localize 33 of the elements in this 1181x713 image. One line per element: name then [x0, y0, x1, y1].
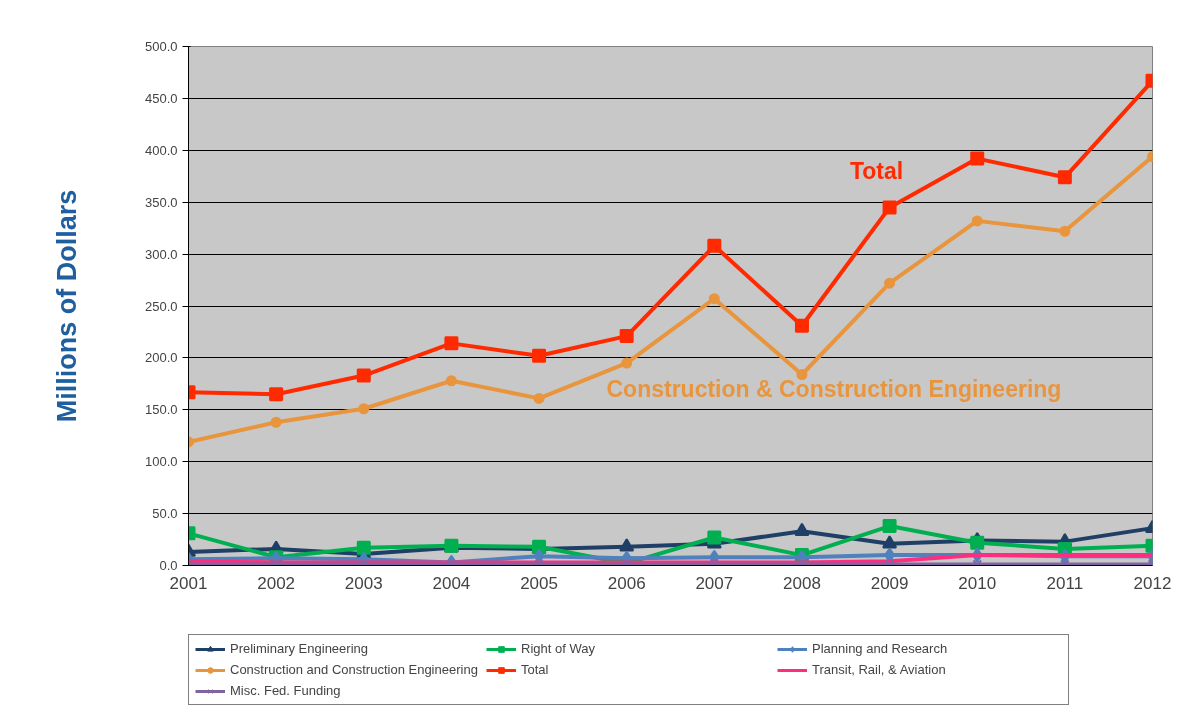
- x-tick-label: 2011: [1046, 573, 1084, 593]
- x-tick-label: 2010: [958, 573, 997, 593]
- y-tick-label: 400.0: [144, 142, 178, 158]
- x-tick-label: 2005: [520, 573, 558, 593]
- legend-label: Preliminary Engineering: [230, 641, 369, 656]
- y-tick-label: 100.0: [144, 454, 178, 470]
- y-tick-label: 0.0: [159, 558, 178, 573]
- x-tick-label: 2007: [695, 573, 734, 593]
- x-tick-label: 2004: [432, 573, 471, 593]
- y-tick-label: 150.0: [144, 402, 178, 418]
- legend-label: Misc. Fed. Funding: [230, 683, 342, 698]
- legend-label: Construction and Construction Engineering: [230, 662, 479, 677]
- y-tick-label: 350.0: [144, 194, 178, 210]
- x-tick-label: 2009: [870, 573, 909, 593]
- x-tick-label: 2003: [344, 573, 383, 593]
- y-tick-label: 50.0: [152, 506, 178, 522]
- annotation: Construction & Construction Engineering: [606, 375, 1062, 402]
- x-tick-label: 2006: [607, 573, 646, 593]
- y-tick-label: 250.0: [144, 298, 178, 314]
- y-tick-label: 450.0: [144, 90, 178, 106]
- y-tick-label: 500.0: [144, 39, 178, 54]
- y-tick-label: 300.0: [144, 246, 178, 262]
- x-tick-label: 2001: [169, 573, 208, 593]
- x-tick-label: 2008: [783, 573, 821, 593]
- legend-label: Right of Way: [521, 641, 596, 656]
- y-tick-label: 200.0: [144, 350, 178, 366]
- legend-label: Transit, Rail, & Aviation: [812, 662, 947, 677]
- x-tick-label: 2002: [257, 573, 296, 593]
- x-tick-label: 2012: [1133, 573, 1172, 593]
- legend-label: Total: [521, 662, 550, 677]
- y-axis-title: Millions of Dollars: [51, 189, 82, 423]
- annotation: Total: [849, 158, 904, 185]
- legend-label: Planning and Research: [812, 641, 949, 656]
